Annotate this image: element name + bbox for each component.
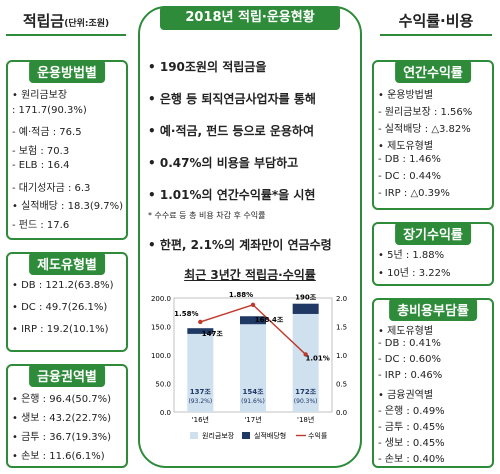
bar-label-pct: (90.3%) (294, 398, 318, 405)
sector-lines-item: • 손보 : 11.6(6.1%) (12, 451, 105, 462)
center-item: • 0.47%의 비용을 부담하고 (148, 156, 299, 170)
annual-lines-item: - DB : 1.46% (378, 154, 441, 165)
bar-label: 154조 (242, 388, 264, 396)
left-unit: (단위:조원) (64, 19, 110, 29)
bar-label: 137조 (190, 388, 212, 396)
sector-box: 금융권역별 • 은행 : 96.4(50.7%) • 생보 : 43.2(22.7… (6, 364, 128, 468)
center-title: 2018년 적립·운용현황 (160, 6, 340, 30)
bar-label-pct: (91.6%) (241, 398, 265, 405)
method-lines-item: • 원리금보장 (12, 90, 68, 101)
center-item: • 은행 등 퇴직연금사업자를 통해 (148, 92, 316, 106)
annual-box: 연간수익률 • 운용방법별 - 원리금보장 : 1.56% - 실적배당 : △… (372, 60, 494, 210)
left-title-text: 적립금 (22, 12, 65, 30)
legend-label: 원리금보장 (202, 431, 235, 440)
system-box: 제도유형별 • DB : 121.2(63.8%) • DC : 49.7(26.… (6, 252, 128, 352)
cost-lines-item: - DB : 0.41% (378, 338, 441, 349)
method-box: 운용방법별 • 원리금보장 : 171.7(90.3%) - 예·적금 : 76… (6, 60, 128, 240)
longterm-caption: 장기수익률 (395, 222, 471, 245)
bar-top (240, 316, 266, 325)
rate-label: 1.01% (306, 354, 330, 362)
legend-swatch (242, 432, 250, 439)
center-item: • 190조원의 적립금을 (148, 60, 267, 74)
y-right-tick: 1.5 (336, 324, 347, 332)
annual-lines-item: - IRP : △0.39% (378, 188, 450, 199)
bar-label-pct: (93.2%) (188, 398, 212, 405)
total-label: 168.4조 (255, 316, 284, 324)
y-right-tick: 1.0 (336, 352, 347, 360)
system-lines-item: • DC : 49.7(26.1%) (12, 302, 108, 313)
rate-point (250, 302, 256, 308)
y-left-tick: 200.0 (151, 295, 171, 303)
annual-caption: 연간수익률 (395, 60, 471, 83)
longterm-lines-item: • 5년 : 1.88% (378, 250, 445, 261)
cost-box: 총비용부담률 • 제도유형별 - DB : 0.41% - DC : 0.60%… (372, 298, 494, 468)
method-lines-item: - 보험 : 70.3 (12, 145, 70, 157)
cost-lines-item: - 손보 : 0.40% (378, 454, 445, 465)
bar-label: 172조 (295, 388, 317, 396)
x-tick: '17년 (244, 415, 261, 424)
method-lines-item: - ELB : 16.4 (12, 160, 70, 171)
sector-lines-item: • 생보 : 43.2(22.7%) (12, 413, 112, 424)
legend-swatch (190, 432, 198, 439)
annual-lines-item: • 제도유형별 (378, 141, 434, 152)
cost-lines-item: - DC : 0.60% (378, 354, 441, 365)
annual-lines-item: - DC : 0.44% (378, 171, 441, 182)
longterm-box: 장기수익률 • 5년 : 1.88% • 10년 : 3.22% (372, 222, 494, 286)
center-item: • 1.01%의 연간수익률*을 시현 (148, 188, 316, 202)
rate-label: 1.88% (229, 291, 253, 299)
system-caption: 제도유형별 (29, 252, 105, 275)
cost-lines-item: - 금투 : 0.45% (378, 422, 445, 433)
y-right-tick: 0.0 (336, 409, 347, 417)
annual-lines-item: • 운용방법별 (378, 90, 434, 101)
method-lines-item: - 대기성자금 : 6.3 (12, 182, 91, 194)
bar-main (240, 324, 266, 412)
system-lines-item: • IRP : 19.2(10.1%) (12, 324, 109, 335)
rate-point (303, 352, 308, 357)
y-left-tick: 0.0 (160, 409, 171, 417)
total-label: 190조 (295, 294, 317, 302)
annual-lines-item: - 실적배당 : △3.82% (378, 124, 471, 135)
center-item: • 한편, 2.1%의 계좌만이 연금수령 (148, 238, 332, 252)
sector-lines-item: • 은행 : 96.4(50.7%) (12, 394, 112, 405)
chart-title: 최근 3년간 적립금·수익률 (184, 268, 316, 282)
sector-caption: 금융권역별 (29, 364, 105, 387)
method-lines-item: • 실적배당 : 18.3(9.7%) (12, 201, 124, 212)
cost-lines-item: • 제도유형별 (378, 326, 434, 337)
annual-lines-item: - 원리금보장 : 1.56% (378, 107, 473, 118)
total-label: 147조 (202, 330, 224, 338)
cost-caption: 총비용부담률 (389, 298, 477, 321)
y-left-tick: 50.0 (155, 381, 171, 389)
center-item: * 수수료 등 총 비용 차감 후 수익률 (148, 211, 266, 220)
bar-main (292, 313, 319, 412)
system-lines-item: • DB : 121.2(63.8%) (12, 280, 114, 291)
y-right-tick: 2.0 (336, 295, 347, 303)
cost-lines-item: - 은행 : 0.49% (378, 406, 445, 417)
method-lines-item: : 171.7(90.3%) (12, 104, 87, 116)
legend-label: 수익률 (308, 432, 328, 440)
y-left-tick: 150.0 (151, 324, 171, 332)
x-tick: '18년 (297, 415, 314, 424)
bar-top (187, 328, 214, 334)
cost-lines-item: • 금융권역별 (378, 390, 434, 401)
bar-top (292, 303, 319, 314)
method-lines-item: - 예·적금 : 76.5 (12, 127, 82, 138)
cost-lines-item: - 생보 : 0.45% (378, 438, 445, 449)
right-title: 수익률·비용 (380, 10, 492, 36)
rate-label: 1.58% (174, 310, 198, 318)
method-lines-item: - 펀드 : 17.6 (12, 219, 70, 231)
chart: 200.0 150.0 100.0 50.0 0.0 2.0 1.5 1.0 0.5 0.0 137… (151, 291, 347, 440)
bar-main (187, 333, 214, 412)
y-right-tick: 0.5 (336, 381, 347, 389)
sector-lines-item: • 금투 : 36.7(19.3%) (12, 432, 112, 443)
y-left-tick: 100.0 (151, 352, 171, 360)
rate-point (198, 319, 203, 325)
method-caption: 운용방법별 (29, 60, 105, 83)
center-item: • 예·적금, 펀드 등으로 운용하여 (148, 124, 314, 138)
left-title: 적립금(단위:조원) (6, 10, 126, 36)
cost-lines-item: - IRP : 0.46% (378, 370, 443, 381)
longterm-lines-item: • 10년 : 3.22% (378, 268, 451, 279)
x-tick: '16년 (192, 415, 209, 424)
legend-label: 실적배당형 (254, 431, 286, 440)
